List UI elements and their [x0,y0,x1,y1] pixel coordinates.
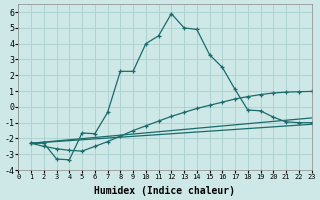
X-axis label: Humidex (Indice chaleur): Humidex (Indice chaleur) [94,186,236,196]
